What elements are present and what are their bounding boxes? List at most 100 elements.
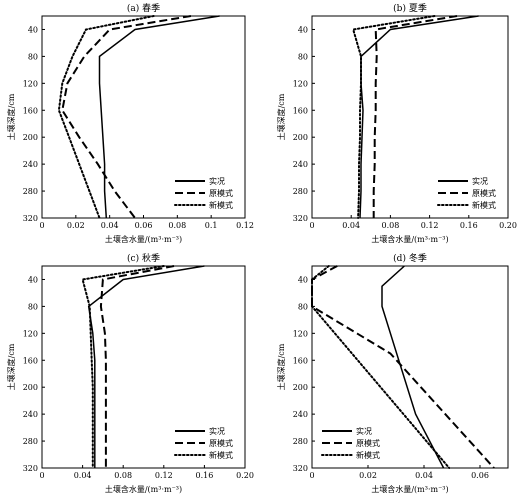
legend-original-model: 原模式 [472, 188, 496, 198]
legend-actual: 实况 [209, 176, 225, 186]
legend-new-model: 新模式 [209, 200, 233, 210]
y-axis-label: 土壤深度/cm [276, 343, 286, 390]
x-tick-label: 0.08 [168, 221, 186, 230]
x-axis-label: 土壤含水量/(m³·m⁻³) [105, 234, 182, 244]
y-tick-label: 120 [293, 329, 308, 338]
y-tick-label: 160 [23, 356, 38, 365]
y-tick-label: 160 [293, 106, 308, 115]
y-tick-label: 280 [293, 187, 308, 196]
x-axis-label: 土壤含水量/(m³·m⁻³) [371, 484, 448, 494]
y-tick-label: 240 [23, 160, 38, 169]
panel-title: (d) 冬季 [393, 252, 427, 264]
chart-panel: (c) 秋季 0 0.04 0.08 0.12 0.16 0.20 40 80 120 160 200… [6, 252, 254, 494]
series-line [311, 265, 451, 469]
legend-actual: 实况 [356, 426, 372, 436]
y-tick-label: 40 [298, 25, 308, 34]
legend-actual: 实况 [209, 426, 225, 436]
x-tick-label: 0.20 [236, 471, 254, 480]
plot-frame [41, 265, 246, 469]
y-tick-label: 200 [23, 383, 38, 392]
panel-title: (a) 春季 [127, 2, 160, 14]
series-line [359, 15, 479, 219]
y-tick-label: 120 [23, 79, 38, 88]
series-line [87, 265, 205, 468]
series-line [61, 15, 192, 219]
y-tick-label: 200 [293, 383, 308, 392]
legend-original-model: 原模式 [209, 438, 233, 448]
series-line [57, 15, 155, 219]
x-tick-label: 0.12 [421, 221, 439, 230]
chart-panel: (d) 冬季 0 0.02 0.04 0.06 40 80 120 160 200 240 280 32… [276, 252, 509, 494]
series-line [372, 15, 458, 218]
y-tick-label: 280 [293, 437, 308, 446]
y-tick-label: 160 [293, 356, 308, 365]
y-tick-label: 240 [293, 410, 308, 419]
x-tick-label: 0.20 [499, 221, 517, 230]
x-tick-label: 0.04 [415, 471, 433, 480]
x-tick-label: 0 [309, 221, 314, 230]
legend-original-model: 原模式 [209, 188, 233, 198]
x-tick-label: 0.16 [460, 221, 478, 230]
series-line [381, 265, 445, 469]
x-axis-label: 土壤含水量/(m³·m⁻³) [105, 484, 182, 494]
x-axis-label: 土壤含水量/(m³·m⁻³) [371, 234, 448, 244]
y-tick-label: 80 [298, 52, 308, 61]
x-tick-label: 0.12 [236, 221, 254, 230]
y-tick-label: 240 [23, 410, 38, 419]
y-tick-label: 280 [23, 187, 38, 196]
panel-title: (c) 秋季 [127, 252, 160, 264]
x-tick-label: 0 [309, 471, 314, 480]
y-tick-label: 320 [293, 464, 308, 473]
x-tick-label: 0.08 [381, 221, 399, 230]
x-tick-label: 0.04 [342, 221, 360, 230]
y-tick-label: 240 [293, 160, 308, 169]
y-tick-label: 80 [28, 302, 38, 311]
y-tick-label: 120 [293, 79, 308, 88]
y-tick-label: 320 [23, 214, 38, 223]
chart-panel: (a) 春季 0 0.02 0.04 0.06 0.08 0.1 0.12 40 80 120 160… [6, 2, 254, 244]
y-tick-label: 40 [28, 275, 38, 284]
x-tick-label: 0.02 [67, 221, 85, 230]
legend-new-model: 新模式 [209, 450, 233, 460]
x-tick-label: 0.06 [135, 221, 153, 230]
y-tick-label: 80 [28, 52, 38, 61]
legend-actual: 实况 [472, 176, 488, 186]
legend-new-model: 新模式 [472, 200, 496, 210]
y-axis-label: 土壤深度/cm [6, 93, 16, 140]
y-axis-label: 土壤深度/cm [6, 343, 16, 390]
series-line [98, 15, 220, 219]
panel-title: (b) 夏季 [393, 2, 427, 14]
x-tick-label: 0.16 [195, 471, 213, 480]
legend-original-model: 原模式 [356, 438, 380, 448]
series-line [351, 15, 436, 219]
series-line [311, 265, 495, 469]
y-axis-label: 土壤深度/cm [276, 93, 286, 140]
x-tick-label: 0.06 [471, 471, 489, 480]
y-tick-label: 200 [23, 133, 38, 142]
y-tick-label: 80 [298, 302, 308, 311]
chart-panel: (b) 夏季 0 0.04 0.08 0.12 0.16 0.20 40 80 120 160 200… [276, 2, 517, 244]
legend-new-model: 新模式 [356, 450, 380, 460]
series-line [81, 265, 165, 469]
plot-frame [41, 15, 246, 219]
y-tick-label: 320 [23, 464, 38, 473]
x-tick-label: 0.04 [74, 471, 92, 480]
y-tick-label: 40 [28, 25, 38, 34]
y-tick-label: 200 [293, 133, 308, 142]
plot-frame [311, 15, 509, 219]
x-tick-label: 0.04 [101, 221, 119, 230]
x-tick-label: 0.08 [114, 471, 132, 480]
x-tick-label: 0 [39, 221, 44, 230]
y-tick-label: 160 [23, 106, 38, 115]
x-tick-label: 0.1 [205, 221, 218, 230]
series-line [99, 265, 175, 468]
y-tick-label: 40 [298, 275, 308, 284]
plot-frame [311, 265, 509, 469]
y-tick-label: 320 [293, 214, 308, 223]
y-tick-label: 120 [23, 329, 38, 338]
